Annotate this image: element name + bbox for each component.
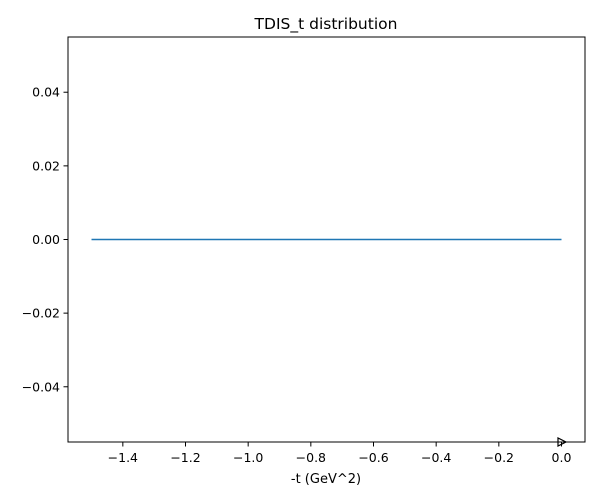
y-tick-label: 0.04 <box>32 85 60 100</box>
x-tick-label: −0.8 <box>296 450 326 465</box>
y-tick-label: −0.02 <box>22 306 60 321</box>
x-tick-label: −1.4 <box>108 450 138 465</box>
x-tick-label: −1.2 <box>170 450 200 465</box>
y-tick-label: 0.00 <box>32 232 60 247</box>
x-tick-label: −0.2 <box>484 450 514 465</box>
y-tick-label: 0.02 <box>32 158 60 173</box>
chart-title: TDIS_t distribution <box>254 15 398 34</box>
x-tick-label: −0.4 <box>421 450 451 465</box>
x-tick-label: −0.6 <box>358 450 388 465</box>
x-tick-label: 0.0 <box>552 450 572 465</box>
x-tick-label: −1.0 <box>233 450 263 465</box>
x-axis-label: -t (GeV^2) <box>291 472 361 487</box>
y-tick-label: −0.04 <box>22 379 60 394</box>
